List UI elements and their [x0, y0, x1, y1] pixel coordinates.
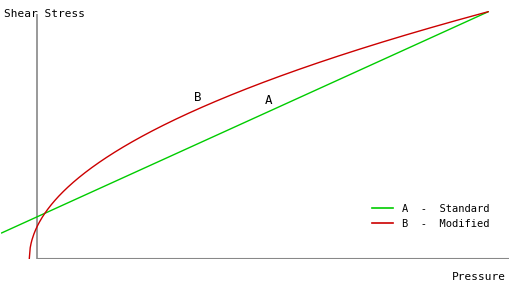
Text: B: B [194, 91, 201, 104]
Legend: A  -  Standard, B  -  Modified: A - Standard, B - Modified [367, 200, 492, 233]
Text: A: A [265, 94, 272, 107]
Text: Pressure: Pressure [451, 272, 505, 281]
Text: Shear Stress: Shear Stress [4, 9, 85, 19]
